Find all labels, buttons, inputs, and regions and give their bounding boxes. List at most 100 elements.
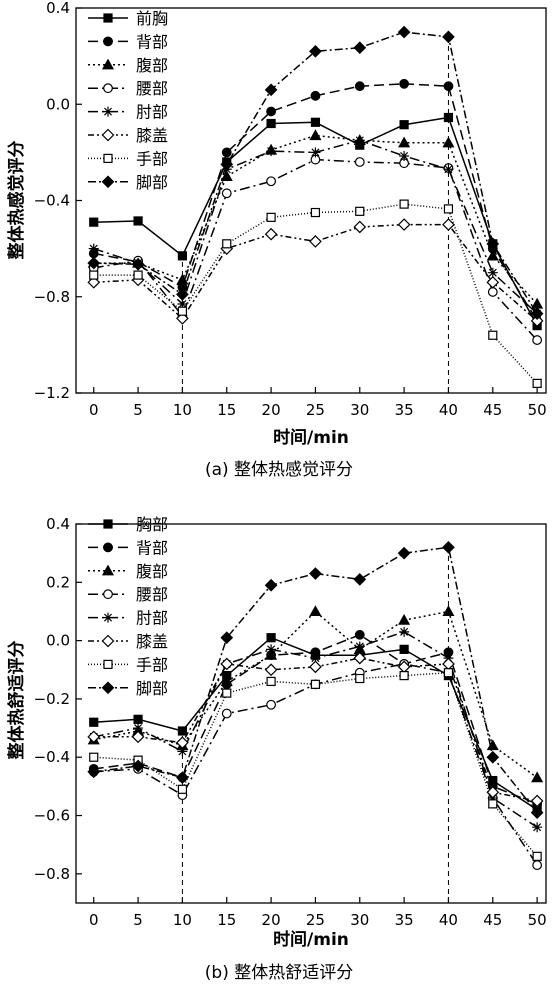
legend-marker (103, 589, 113, 600)
x-tick-label: 15 (217, 911, 236, 929)
chart-panel-1: −1.2 −0.8 −0.4 0.0 0.4 0 5 10 15 20 25 30 35 40 45 50 前胸… (6, 0, 547, 480)
data-point (310, 90, 321, 101)
chart-panel-2: −0.8 −0.6 −0.4 −0.2 0.0 0.2 0.4 0 5 10 15 20 25 30 35 4… (6, 515, 547, 983)
data-point (398, 613, 411, 625)
data-point (355, 673, 365, 684)
data-point (266, 644, 277, 655)
legend-label: 胸部 (136, 515, 168, 534)
data-point (133, 216, 143, 226)
legend-marker (103, 36, 113, 47)
data-point (399, 120, 409, 130)
data-point (87, 765, 101, 779)
data-point (266, 633, 276, 643)
data-point (443, 81, 454, 92)
legend-label: 脚部 (136, 173, 168, 192)
data-point (532, 851, 542, 861)
data-point (353, 220, 367, 234)
y-tick-label: −0.8 (34, 865, 70, 883)
y-tick-label: 0.2 (46, 573, 70, 591)
data-point (266, 106, 276, 117)
data-point (353, 573, 367, 586)
legend-marker (103, 153, 113, 163)
data-point (530, 307, 544, 320)
data-point (397, 25, 411, 39)
x-axis-label: 时间/min (273, 427, 349, 448)
data-point (176, 287, 189, 301)
data-point (310, 147, 321, 158)
data-point (488, 799, 498, 809)
legend-marker (103, 13, 113, 23)
legend-label: 手部 (136, 655, 168, 674)
x-tick-label: 30 (350, 401, 369, 419)
series-line (93, 671, 538, 857)
data-point (397, 218, 411, 231)
data-point (89, 717, 99, 727)
data-point (399, 199, 409, 209)
data-point (309, 44, 322, 58)
legend-label: 膝盖 (136, 632, 168, 651)
data-point (220, 675, 233, 687)
legend-label: 腰部 (136, 585, 168, 604)
series-4 (88, 154, 543, 345)
data-point (133, 270, 143, 280)
x-tick-label: 5 (133, 911, 143, 929)
data-point (222, 688, 232, 698)
x-tick-label: 50 (528, 911, 547, 929)
data-point (220, 657, 234, 671)
data-point (266, 118, 276, 129)
legend-label: 背部 (136, 538, 168, 557)
legend-label: 前胸 (136, 9, 168, 28)
data-point (221, 188, 232, 199)
legend-label: 背部 (136, 32, 168, 51)
data-point (309, 235, 322, 248)
data-point (222, 239, 232, 249)
x-axis-label: 时间/min (273, 929, 349, 950)
data-point (264, 663, 278, 677)
x-tick-label: 50 (528, 401, 547, 419)
data-point (266, 676, 276, 687)
data-point (221, 147, 232, 158)
data-point (530, 806, 544, 819)
data-point (87, 256, 101, 270)
data-point (353, 41, 367, 55)
data-point (486, 275, 500, 289)
x-tick-label: 40 (439, 401, 458, 419)
series-7 (89, 199, 542, 388)
legend-label: 膝盖 (136, 126, 168, 145)
x-tick-label: 35 (395, 401, 414, 419)
series-8 (87, 25, 544, 320)
data-point (531, 771, 544, 783)
data-point (131, 730, 145, 744)
x-tick-label: 35 (395, 911, 414, 929)
figure-caption: (a) 整体热感觉评分 (205, 460, 353, 480)
legend-marker (103, 612, 113, 623)
data-point (266, 146, 277, 157)
y-tick-label: −0.4 (34, 192, 70, 210)
data-point (399, 626, 410, 637)
data-point (310, 117, 321, 127)
data-point (310, 207, 321, 218)
y-tick-label: −0.8 (34, 288, 70, 306)
y-tick-label: −0.6 (34, 807, 70, 825)
data-point (265, 648, 278, 660)
data-point (133, 723, 144, 734)
x-tick-label: 0 (89, 401, 99, 419)
data-point (89, 752, 99, 762)
data-point (399, 150, 410, 161)
data-point (266, 699, 276, 710)
data-point (133, 714, 143, 724)
data-point (486, 237, 500, 251)
data-point (399, 644, 409, 654)
data-point (264, 83, 278, 97)
data-point (220, 158, 234, 171)
data-point (309, 605, 322, 617)
data-point (89, 270, 99, 280)
data-point (443, 112, 454, 123)
data-point (532, 335, 543, 345)
legend-marker (101, 128, 115, 142)
series-1 (89, 112, 542, 331)
plot-frame (75, 523, 547, 904)
data-point (442, 657, 455, 671)
data-point (177, 298, 188, 309)
